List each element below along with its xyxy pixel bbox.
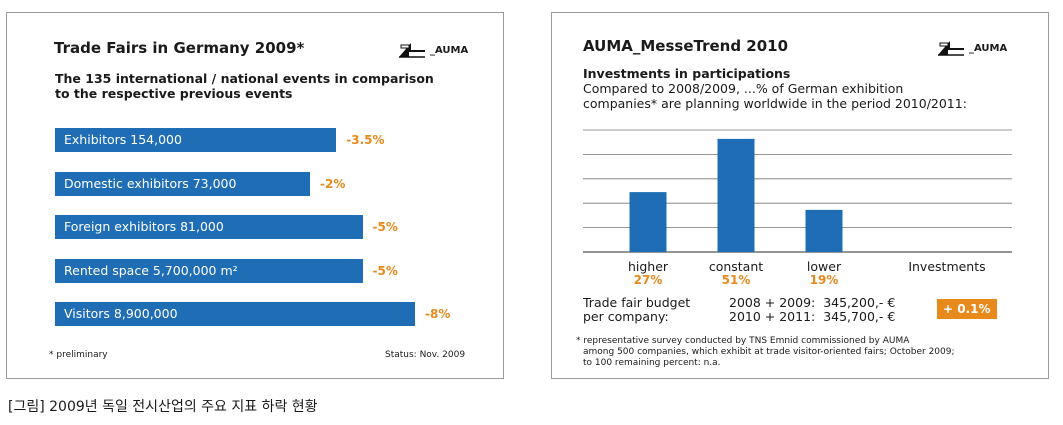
survey-note-2: among 500 companies, which exhibit at tr… bbox=[583, 347, 955, 357]
bar-3: Rented space 5,700,000 m² bbox=[55, 258, 363, 283]
bar-lower bbox=[805, 209, 843, 252]
change-label-0: -3.5% bbox=[346, 133, 385, 147]
value-label-lower: 19% bbox=[809, 273, 839, 287]
bar-constant bbox=[717, 138, 755, 252]
auma-logo-text: _AUMA bbox=[969, 42, 1008, 54]
budget-label-1: Trade fair budget bbox=[583, 295, 691, 310]
messetrend-panel: AUMA_MesseTrend 2010 _AUMA Investments i… bbox=[551, 12, 1049, 379]
budget-label-2: per company: bbox=[583, 309, 669, 324]
budget-row-2008-2009: 2008 + 2009: 345,200,- € bbox=[729, 295, 896, 310]
auma-logo-text: _AUMA bbox=[430, 44, 469, 56]
category-label-lower: lower bbox=[806, 259, 842, 274]
category-label-higher: higher bbox=[627, 259, 669, 274]
change-label-2: -5% bbox=[372, 220, 398, 234]
left-panel-subtitle-2: to the respective previous events bbox=[55, 86, 293, 101]
survey-note-3: to 100 remaining percent: n.a. bbox=[583, 358, 721, 368]
left-panel-subtitle-1: The 135 international / national events … bbox=[55, 71, 434, 86]
survey-note-1: * representative survey conducted by TNS… bbox=[576, 336, 910, 346]
status-note: Status: Nov. 2009 bbox=[385, 350, 466, 360]
auma-logo: _AUMA bbox=[397, 41, 468, 59]
bar-1: Domestic exhibitors 73,000 bbox=[55, 171, 310, 196]
value-label-higher: 27% bbox=[633, 273, 663, 287]
investments-desc-2: companies* are planning worldwide in the… bbox=[583, 96, 967, 111]
bar-higher bbox=[629, 192, 667, 252]
auma-logo-icon bbox=[938, 41, 964, 56]
left-panel-title: Trade Fairs in Germany 2009* bbox=[54, 39, 305, 57]
change-label-3: -5% bbox=[372, 263, 398, 278]
change-label-1: -2% bbox=[320, 176, 346, 191]
investments-heading: Investments in participations bbox=[583, 66, 791, 81]
investments-axis-label: Investments bbox=[908, 259, 986, 274]
preliminary-footnote: * preliminary bbox=[49, 350, 108, 360]
investments-desc-1: Compared to 2008/2009, ...% of German ex… bbox=[583, 81, 904, 96]
bar-2: Foreign exhibitors 81,000 bbox=[55, 215, 363, 239]
change-label-4: -8% bbox=[425, 307, 451, 321]
budget-change-badge: + 0.1% bbox=[937, 299, 997, 319]
bar-0: Exhibitors 154,000 bbox=[55, 128, 337, 152]
bar-4: Visitors 8,900,000 bbox=[55, 302, 415, 326]
auma-logo: _AUMA bbox=[936, 39, 1007, 57]
figure-caption: [그림] 2009년 독일 전시산업의 주요 지표 하락 현황 bbox=[8, 399, 318, 415]
value-label-constant: 51% bbox=[721, 273, 751, 287]
category-label-constant: constant bbox=[708, 259, 764, 274]
trade-fairs-panel: Trade Fairs in Germany 2009* _AUMA The 1… bbox=[6, 12, 504, 379]
budget-row-2010-2011: 2010 + 2011: 345,700,- € bbox=[729, 309, 896, 324]
vertical-bar-chart bbox=[583, 129, 1012, 253]
auma-logo-icon bbox=[399, 43, 425, 58]
right-panel-title: AUMA_MesseTrend 2010 bbox=[583, 37, 789, 55]
